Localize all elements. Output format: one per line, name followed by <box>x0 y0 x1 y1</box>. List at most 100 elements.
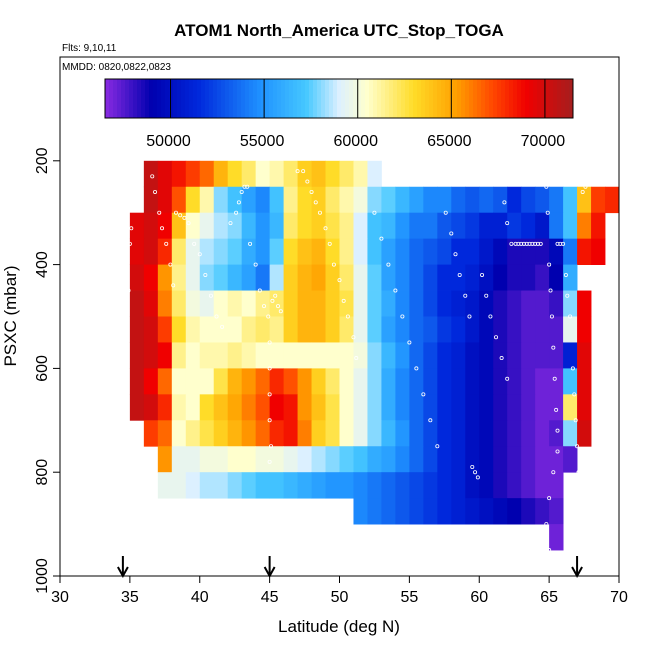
heatmap-cell <box>409 212 424 240</box>
heatmap-cell <box>437 264 452 291</box>
heatmap-cell <box>353 290 368 317</box>
heatmap-cell <box>129 368 145 395</box>
track-point <box>535 241 540 246</box>
heatmap-cell <box>227 290 243 317</box>
colorbar-swatch <box>201 79 206 118</box>
flight-track-points <box>120 152 608 553</box>
heatmap-cell <box>339 472 354 499</box>
heatmap-cell <box>451 394 466 421</box>
colorbar-swatch <box>341 79 346 118</box>
heatmap-cell <box>325 316 340 343</box>
colorbar-swatch <box>121 79 126 118</box>
heatmap-cell <box>171 420 187 447</box>
heatmap-cell <box>283 238 298 265</box>
colorbar-swatch <box>385 79 390 118</box>
x-axis: 30 35 40 45 50 55 60 65 70 <box>51 576 628 606</box>
heatmap-cell <box>185 420 201 447</box>
heatmap-cell <box>199 264 215 291</box>
track-point <box>239 189 244 194</box>
colorbar-tick-label: 60000 <box>333 133 378 150</box>
heatmap-cell <box>381 368 396 395</box>
heatmap-cell <box>339 420 354 447</box>
heatmap-cell <box>227 420 243 447</box>
y-tick-label: 200 <box>34 147 51 174</box>
heatmap-cell <box>171 290 187 317</box>
colorbar-swatch <box>461 79 466 118</box>
heatmap-cell <box>129 342 145 369</box>
colorbar-swatch <box>393 79 398 118</box>
heatmap-cell <box>465 472 480 499</box>
track-point <box>586 179 591 184</box>
heatmap-cell <box>213 186 229 214</box>
heatmap-cell <box>479 472 494 499</box>
colorbar-swatch <box>481 79 486 118</box>
heatmap-cell <box>451 368 466 395</box>
colorbar-swatch <box>105 79 110 118</box>
heatmap-cell <box>507 212 522 240</box>
heatmap-cell <box>507 264 522 291</box>
colorbar-swatch <box>269 79 274 118</box>
heatmap-cell <box>185 342 201 369</box>
heatmap-cell <box>241 160 257 188</box>
track-point <box>600 169 605 174</box>
heatmap-cell <box>269 264 284 291</box>
heatmap-cell <box>381 498 396 525</box>
heatmap-cell <box>367 368 382 395</box>
colorbar-swatch <box>301 79 306 118</box>
heatmap-cell <box>381 342 396 369</box>
heatmap-cell <box>255 264 271 291</box>
heatmap-cell <box>479 264 494 291</box>
track-point <box>337 278 342 283</box>
heatmap-cell <box>157 212 173 240</box>
heatmap-cell <box>171 264 187 291</box>
colorbar-swatch <box>505 79 510 118</box>
track-point <box>197 252 202 257</box>
heatmap-cell <box>437 186 452 214</box>
heatmap-cell <box>409 186 424 214</box>
heatmap-cell <box>367 446 382 473</box>
heatmap-cell <box>297 186 312 214</box>
heatmap-cell <box>367 238 382 265</box>
heatmap-cell <box>283 420 298 447</box>
heatmap-cell <box>521 290 536 317</box>
heatmap-cell <box>157 420 173 447</box>
heatmap-cell <box>199 316 215 343</box>
colorbar-swatch <box>257 79 262 118</box>
heatmap-cell <box>339 160 354 188</box>
heatmap-cell <box>283 290 298 317</box>
heatmap-cell <box>451 420 466 447</box>
heatmap-cell <box>493 394 508 421</box>
heatmap-cell <box>157 160 173 188</box>
heatmap-cell <box>493 498 508 525</box>
heatmap-cell <box>213 316 229 343</box>
track-point <box>228 221 233 226</box>
track-point <box>439 179 444 184</box>
colorbar-swatch <box>153 79 158 118</box>
colorbar-swatch <box>437 79 442 118</box>
colorbar-swatch <box>313 79 318 118</box>
heatmap-cell <box>143 264 159 291</box>
heatmap-cell <box>549 316 564 343</box>
colorbar-swatch <box>569 79 574 118</box>
track-point <box>278 309 283 314</box>
track-point <box>245 184 250 189</box>
heatmap-cell <box>409 238 424 265</box>
heatmap-cell <box>227 472 243 499</box>
heatmap-cell <box>353 160 368 188</box>
track-point <box>379 236 384 241</box>
colorbar-swatch <box>233 79 238 118</box>
track-point <box>267 418 272 423</box>
heatmap-cell <box>339 316 354 343</box>
heatmap-cell <box>199 446 215 473</box>
heatmap-cell <box>479 342 494 369</box>
heatmap-cell <box>129 238 145 265</box>
colorbar-swatch <box>545 79 550 118</box>
heatmap-cell <box>157 472 173 499</box>
heatmap-cell <box>283 186 298 214</box>
track-point <box>276 304 281 309</box>
heatmap-cell <box>577 290 592 317</box>
track-point <box>428 174 433 179</box>
y-tick-label: 1000 <box>34 558 51 594</box>
heatmap-cell <box>423 264 438 291</box>
colorbar-swatch <box>129 79 134 118</box>
